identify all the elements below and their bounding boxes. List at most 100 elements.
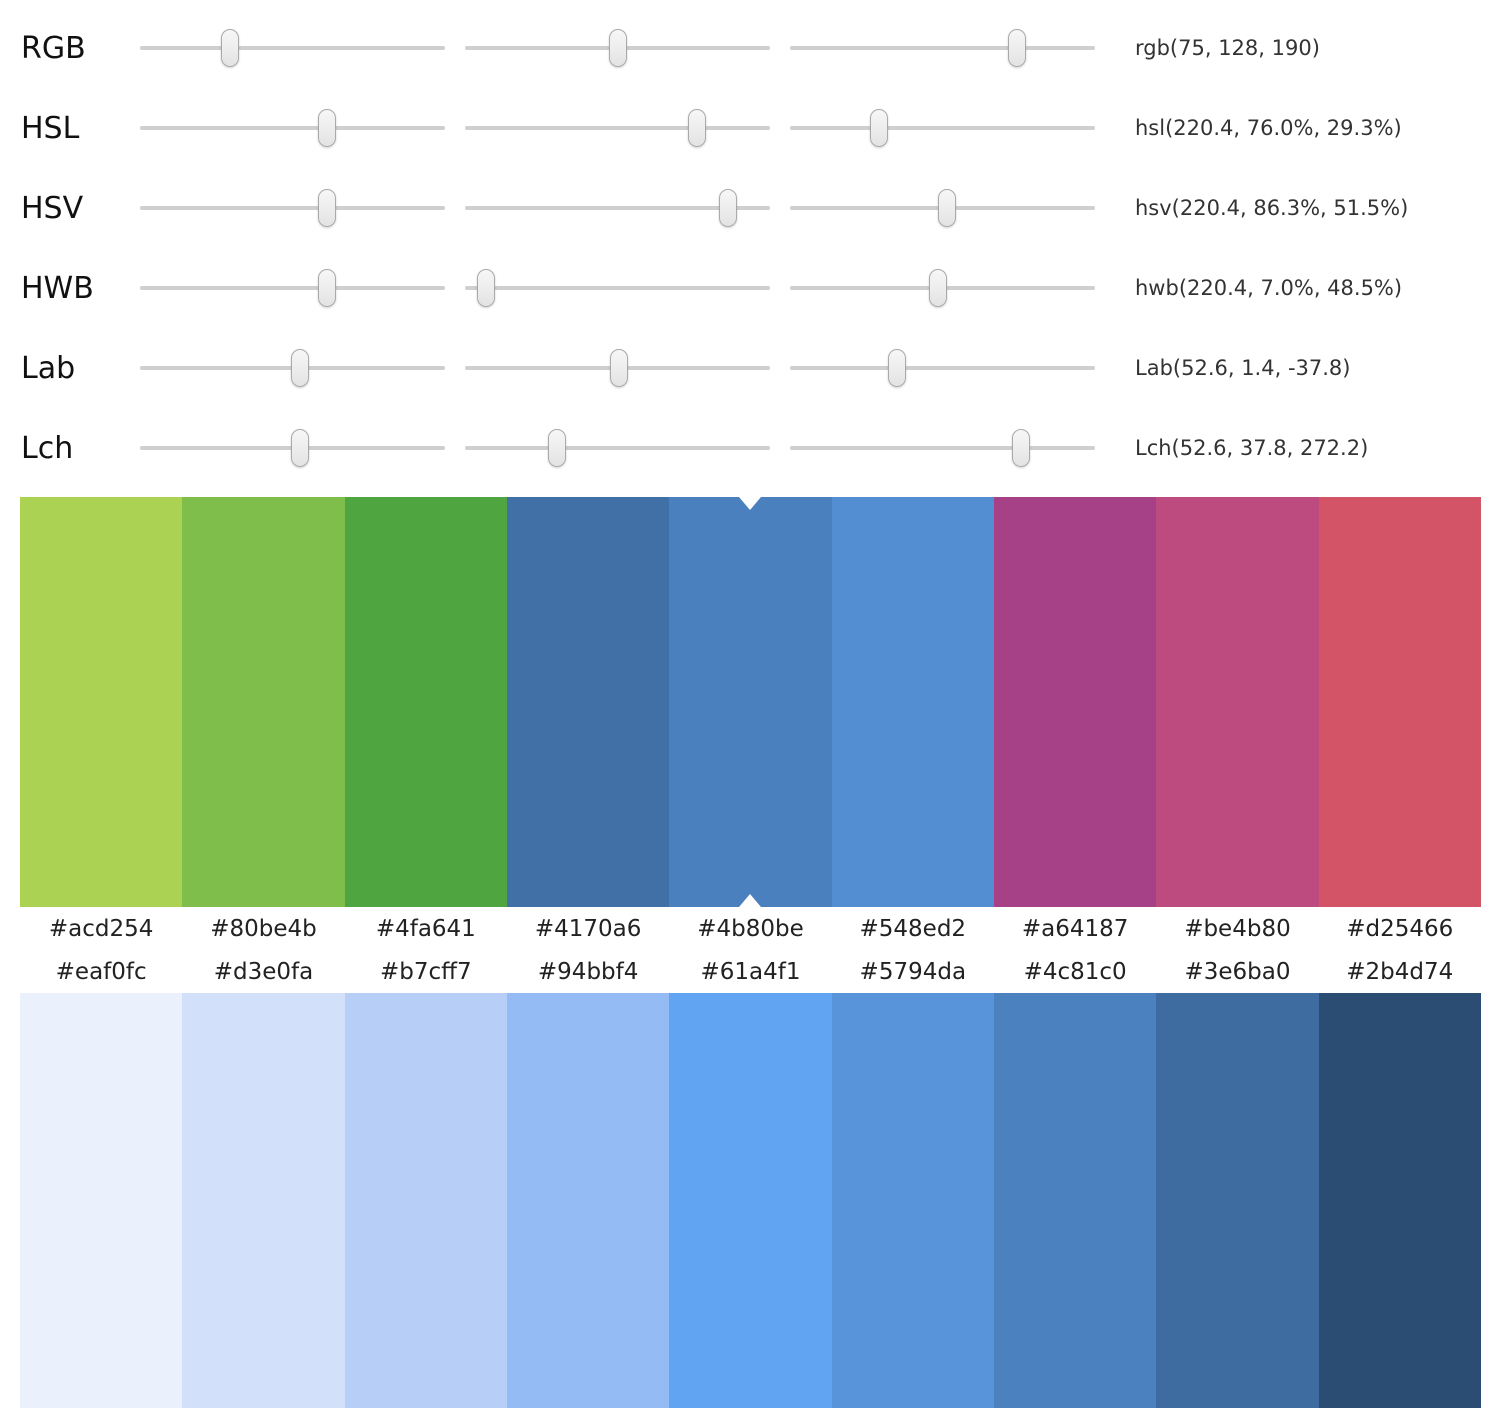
slider-track-line xyxy=(140,126,445,130)
hsl-l-slider[interactable] xyxy=(790,106,1095,150)
color-model-label: HWB xyxy=(21,270,94,306)
bottom-swatch[interactable] xyxy=(669,993,832,1408)
color-value-text: hsl(220.4, 76.0%, 29.3%) xyxy=(1135,116,1402,140)
slider-track-line xyxy=(790,366,1095,370)
palette-bottom xyxy=(20,993,1481,1408)
slider-thumb[interactable] xyxy=(477,269,496,307)
color-model-label: HSV xyxy=(21,190,84,226)
top-swatch-selected[interactable] xyxy=(669,497,832,907)
slider-track-line xyxy=(465,286,770,290)
color-model-label: Lab xyxy=(21,350,76,386)
lch-l-slider[interactable] xyxy=(140,426,445,470)
top-swatch[interactable] xyxy=(20,497,183,907)
slider-thumb[interactable] xyxy=(317,269,336,307)
slider-panel: RGB rgb(75, 128, 190) HSL hsl(220.4, xyxy=(0,0,1501,488)
lab-l-slider[interactable] xyxy=(140,346,445,390)
hex-label: #d25466 xyxy=(1346,916,1454,942)
slider-thumb[interactable] xyxy=(687,109,706,147)
top-swatch[interactable] xyxy=(831,497,994,907)
slider-row-hsv: HSV hsv(220.4, 86.3%, 51.5%) xyxy=(0,168,1501,248)
hex-label: #4b80be xyxy=(697,916,804,942)
color-value-text: rgb(75, 128, 190) xyxy=(1135,36,1320,60)
slider-track-line xyxy=(140,286,445,290)
slider-thumb[interactable] xyxy=(938,189,957,227)
hwb-w-slider[interactable] xyxy=(465,266,770,310)
slider-thumb[interactable] xyxy=(1011,429,1030,467)
hex-label: #d3e0fa xyxy=(213,959,314,985)
top-swatch[interactable] xyxy=(182,497,345,907)
bottom-swatch[interactable] xyxy=(993,993,1157,1408)
hsv-h-slider[interactable] xyxy=(140,186,445,230)
hsl-s-slider[interactable] xyxy=(465,106,770,150)
slider-thumb[interactable] xyxy=(291,429,310,467)
slider-thumb[interactable] xyxy=(1008,29,1027,67)
hex-label: #61a4f1 xyxy=(700,959,801,985)
hex-label: #4170a6 xyxy=(534,916,642,942)
slider-thumb[interactable] xyxy=(609,29,628,67)
hex-label: #eaf0fc xyxy=(55,959,147,985)
slider-row-hwb: HWB hwb(220.4, 7.0%, 48.5%) xyxy=(0,248,1501,328)
top-swatch[interactable] xyxy=(506,497,670,907)
hsl-h-slider[interactable] xyxy=(140,106,445,150)
palette-bottom-labels: #eaf0fc #d3e0fa #b7cff7 #94bbf4 #61a4f1 … xyxy=(20,951,1481,993)
lch-h-slider[interactable] xyxy=(790,426,1095,470)
hex-label: #4c81c0 xyxy=(1023,959,1127,985)
bottom-swatch[interactable] xyxy=(1156,993,1319,1408)
hex-label: #548ed2 xyxy=(859,916,967,942)
top-swatch[interactable] xyxy=(344,497,507,907)
hex-label: #be4b80 xyxy=(1184,916,1291,942)
hex-label: #80be4b xyxy=(210,916,317,942)
bottom-swatch[interactable] xyxy=(831,993,994,1408)
top-swatch[interactable] xyxy=(1318,497,1481,907)
slider-thumb[interactable] xyxy=(719,189,738,227)
hsv-s-slider[interactable] xyxy=(465,186,770,230)
color-model-label: HSL xyxy=(21,110,80,146)
color-value-text: hwb(220.4, 7.0%, 48.5%) xyxy=(1135,276,1403,300)
hsv-v-slider[interactable] xyxy=(790,186,1095,230)
slider-row-rgb: RGB rgb(75, 128, 190) xyxy=(0,8,1501,88)
hex-label: #acd254 xyxy=(48,916,154,942)
slider-track-line xyxy=(465,206,770,210)
bottom-swatch[interactable] xyxy=(182,993,345,1408)
rgb-b-slider[interactable] xyxy=(790,26,1095,70)
palette-top xyxy=(20,497,1481,907)
slider-track-line xyxy=(140,46,445,50)
slider-thumb[interactable] xyxy=(870,109,889,147)
slider-thumb[interactable] xyxy=(317,109,336,147)
slider-row-lch: Lch Lch(52.6, 37.8, 272.2) xyxy=(0,408,1501,488)
slider-thumb[interactable] xyxy=(610,349,629,387)
bottom-swatch[interactable] xyxy=(344,993,507,1408)
top-swatch[interactable] xyxy=(1156,497,1319,907)
bottom-swatch[interactable] xyxy=(1318,993,1481,1408)
hwb-h-slider[interactable] xyxy=(140,266,445,310)
slider-thumb[interactable] xyxy=(928,269,947,307)
slider-thumb[interactable] xyxy=(291,349,310,387)
hex-label: #3e6ba0 xyxy=(1184,959,1291,985)
hwb-b-slider[interactable] xyxy=(790,266,1095,310)
lch-c-slider[interactable] xyxy=(465,426,770,470)
slider-track-line xyxy=(465,446,770,450)
rgb-g-slider[interactable] xyxy=(465,26,770,70)
slider-track-line xyxy=(790,126,1095,130)
slider-track-line xyxy=(790,446,1095,450)
color-value-text: Lch(52.6, 37.8, 272.2) xyxy=(1135,436,1369,460)
lab-b-slider[interactable] xyxy=(790,346,1095,390)
color-value-text: hsv(220.4, 86.3%, 51.5%) xyxy=(1135,196,1409,220)
slider-thumb[interactable] xyxy=(317,189,336,227)
palette-top-labels: #acd254 #80be4b #4fa641 #4170a6 #4b80be … xyxy=(20,907,1481,951)
rgb-r-slider[interactable] xyxy=(140,26,445,70)
bottom-swatch[interactable] xyxy=(506,993,670,1408)
color-model-label: RGB xyxy=(21,30,86,66)
color-value-text: Lab(52.6, 1.4, -37.8) xyxy=(1135,356,1351,380)
slider-thumb[interactable] xyxy=(888,349,907,387)
slider-track-line xyxy=(790,46,1095,50)
lab-a-slider[interactable] xyxy=(465,346,770,390)
slider-track-line xyxy=(465,126,770,130)
top-swatch[interactable] xyxy=(993,497,1157,907)
slider-thumb[interactable] xyxy=(547,429,566,467)
hex-label: #94bbf4 xyxy=(537,959,639,985)
hex-label: #5794da xyxy=(859,959,967,985)
bottom-swatch[interactable] xyxy=(20,993,183,1408)
slider-thumb[interactable] xyxy=(220,29,239,67)
selected-swatch-notch-bottom-icon xyxy=(739,894,762,907)
